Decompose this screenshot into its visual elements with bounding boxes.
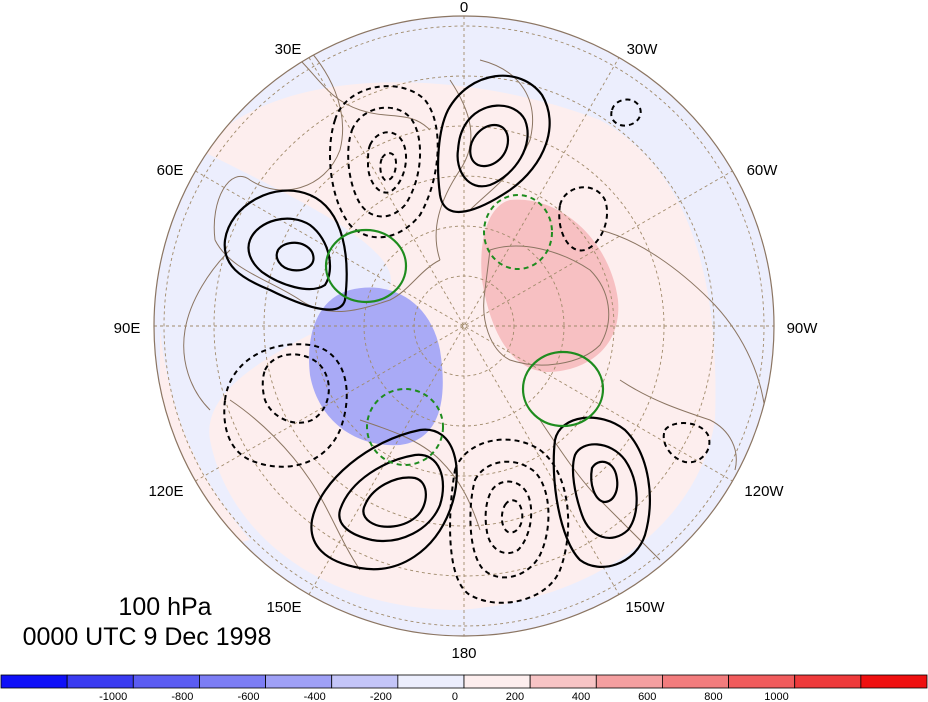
lon-label-60e: 60E	[157, 162, 184, 179]
positive-contour	[436, 74, 551, 213]
colorbar: -1000 -800 -600 -400 -200 0 200 400 600 800 1000	[0, 674, 928, 702]
colorbar-box	[0, 674, 68, 689]
contours-black-dashed	[223, 85, 711, 604]
colorbar-tick-label: 0	[452, 691, 458, 702]
colorbar-tick-label: 800	[704, 691, 722, 702]
colorbar-boxes	[0, 674, 928, 689]
map-border	[153, 15, 775, 637]
colorbar-box	[265, 674, 333, 689]
negative-contour	[366, 131, 408, 194]
lon-label-30w: 30W	[627, 41, 659, 58]
positive-contour	[275, 241, 315, 272]
negative-contour	[500, 499, 524, 534]
contours-green-dashed	[366, 194, 553, 466]
positive-contour	[223, 189, 348, 311]
positive-contour	[552, 416, 651, 568]
lon-label-90e: 90E	[114, 320, 141, 337]
negative-contour	[347, 106, 422, 218]
negative-contour	[484, 480, 533, 555]
lon-label-60w: 60W	[747, 162, 779, 179]
green-negative-contour	[366, 388, 444, 466]
negative-contour	[223, 343, 348, 468]
positive-contour	[247, 217, 332, 291]
latitude-circle-60n	[313, 175, 615, 477]
negative-anomaly-core	[309, 287, 443, 446]
colorbar-box	[860, 674, 928, 689]
colorbar-box	[529, 674, 597, 689]
colorbar-tick-label: -200	[370, 691, 392, 702]
colorbar-box	[463, 674, 531, 689]
green-positive-contour	[324, 228, 408, 304]
contours-black	[223, 74, 651, 571]
colorbar-tick-label: 200	[506, 691, 524, 702]
negative-contour	[449, 438, 570, 604]
positive-contour	[338, 453, 445, 543]
lon-label-120e: 120E	[148, 483, 183, 500]
colorbar-box	[397, 674, 465, 689]
colorbar-tick-label: -600	[238, 691, 260, 702]
colorbar-tick-label: 1000	[764, 691, 788, 702]
positive-anomaly-core	[481, 199, 619, 372]
colorbar-box	[662, 674, 729, 689]
green-positive-contour	[521, 350, 605, 428]
colorbar-tick-label: 400	[572, 691, 590, 702]
polar-map: 0 30W 60W 90W 120W 150W 180 150E 120E 90…	[114, 0, 819, 662]
negative-contour	[379, 152, 398, 182]
positive-contour	[362, 476, 427, 528]
colorbar-tick-label: -400	[304, 691, 326, 702]
lon-label-150w: 150W	[625, 599, 665, 616]
colorbar-box	[199, 674, 266, 689]
colorbar-box	[794, 674, 862, 689]
latitude-circle-30n	[163, 25, 765, 627]
title-datetime: 0000 UTC 9 Dec 1998	[22, 623, 272, 651]
lon-label-120w: 120W	[744, 483, 784, 500]
colorbar-tick-label: -800	[171, 691, 193, 702]
negative-contour	[558, 186, 609, 252]
positive-contour	[571, 443, 638, 539]
shading-field	[154, 16, 774, 636]
negative-contour	[469, 460, 550, 579]
pale-red-band	[200, 82, 716, 610]
contours-green	[324, 228, 605, 428]
colorbar-box	[66, 674, 134, 689]
colorbar-box	[728, 674, 796, 689]
lon-label-0: 0	[460, 0, 468, 16]
colorbar-tick-label: -1000	[99, 691, 127, 702]
lon-label-180: 180	[451, 645, 476, 662]
colorbar-box	[331, 674, 399, 689]
colorbar-box	[595, 674, 663, 689]
positive-contour	[590, 460, 619, 504]
colorbar-tick-label: 600	[638, 691, 656, 702]
lon-label-30e: 30E	[275, 41, 302, 58]
positive-contour	[469, 124, 510, 168]
meridian-60e-120w	[195, 170, 733, 482]
title-level: 100 hPa	[118, 593, 212, 621]
meridian-120e-60w	[195, 170, 733, 482]
meridian-150e-30w	[308, 57, 620, 595]
colorbar-tick-labels: -1000 -800 -600 -400 -200 0 200 400 600 800 1000	[99, 691, 789, 702]
positive-contour	[456, 104, 529, 188]
lon-label-150e: 150E	[266, 599, 301, 616]
colorbar-box	[132, 674, 200, 689]
green-negative-contour	[483, 194, 553, 270]
longitude-labels: 0 30W 60W 90W 120W 150W 180 150E 120E 90…	[114, 0, 819, 662]
lon-label-90w: 90W	[787, 320, 819, 337]
negative-contour	[261, 353, 330, 424]
